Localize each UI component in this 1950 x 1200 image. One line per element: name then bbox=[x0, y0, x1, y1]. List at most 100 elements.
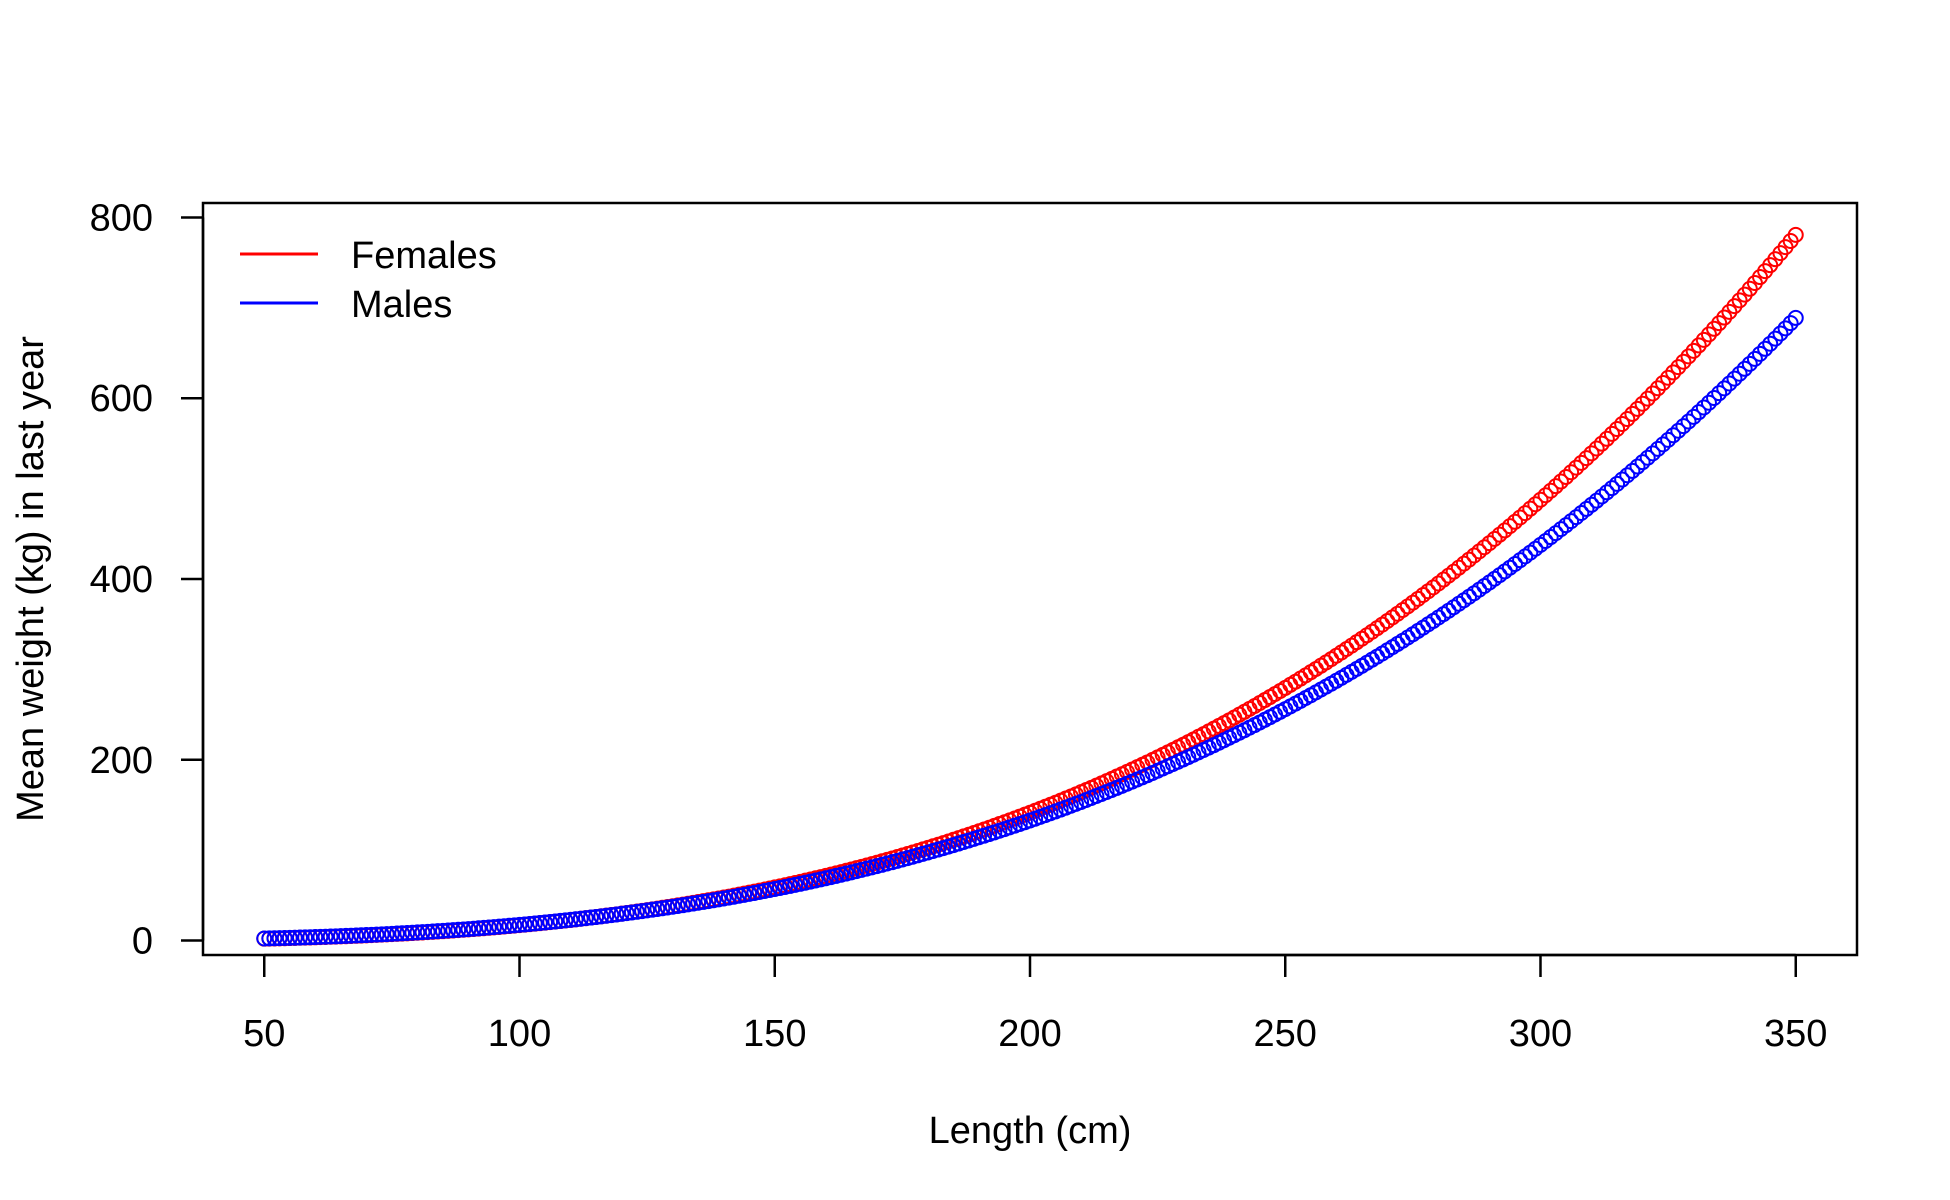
data-point bbox=[485, 919, 502, 936]
data-point bbox=[572, 910, 589, 927]
data-point bbox=[1614, 471, 1631, 488]
x-tick-label: 200 bbox=[998, 1013, 1061, 1055]
data-point bbox=[1706, 320, 1723, 337]
data-point bbox=[1711, 385, 1728, 402]
data-point bbox=[1466, 547, 1483, 564]
data-point bbox=[537, 914, 554, 931]
data-point bbox=[1486, 530, 1503, 547]
data-point bbox=[1655, 375, 1672, 392]
data-point bbox=[634, 903, 651, 920]
data-point bbox=[414, 924, 431, 941]
data-point bbox=[419, 923, 436, 940]
data-point bbox=[598, 907, 615, 924]
x-axis: 50 100 150 200 250 300 350 bbox=[243, 953, 1827, 1055]
data-point bbox=[1563, 513, 1580, 530]
data-point bbox=[363, 926, 380, 943]
data-point bbox=[1542, 482, 1559, 499]
data-point bbox=[1420, 583, 1437, 600]
data-point bbox=[353, 927, 370, 944]
data-point bbox=[348, 927, 365, 944]
series-males bbox=[256, 309, 1804, 947]
y-tick-label: 0 bbox=[132, 921, 153, 963]
data-point bbox=[1476, 539, 1493, 556]
data-point bbox=[1547, 525, 1564, 542]
data-point bbox=[1777, 320, 1794, 337]
data-point bbox=[1501, 518, 1518, 535]
data-point bbox=[1603, 480, 1620, 497]
data-point bbox=[378, 926, 395, 943]
data-point bbox=[1619, 467, 1636, 484]
data-point bbox=[669, 897, 686, 914]
data-point bbox=[475, 919, 492, 936]
data-point bbox=[1634, 395, 1651, 412]
data-point bbox=[603, 907, 620, 924]
data-point bbox=[1675, 353, 1692, 370]
data-point bbox=[317, 928, 334, 945]
data-point bbox=[1639, 449, 1656, 466]
data-point bbox=[1578, 500, 1595, 517]
data-point bbox=[1583, 445, 1600, 462]
data-point bbox=[1665, 427, 1682, 444]
y-axis-title: Mean weight (kg) in last year bbox=[10, 336, 52, 822]
data-point bbox=[1491, 526, 1508, 543]
data-point bbox=[271, 930, 288, 947]
data-point bbox=[690, 894, 707, 911]
data-point bbox=[1527, 496, 1544, 513]
x-tick-label: 100 bbox=[488, 1013, 551, 1055]
data-point bbox=[1752, 345, 1769, 362]
data-point bbox=[1552, 521, 1569, 538]
data-point bbox=[1655, 436, 1672, 453]
data-point bbox=[1573, 454, 1590, 471]
data-point bbox=[1700, 394, 1717, 411]
data-point bbox=[256, 930, 273, 947]
data-point bbox=[1660, 431, 1677, 448]
data-point bbox=[1624, 462, 1641, 479]
data-point bbox=[613, 905, 630, 922]
y-axis: 0 200 400 600 800 bbox=[90, 197, 205, 963]
data-point bbox=[1583, 496, 1600, 513]
data-point bbox=[1757, 340, 1774, 357]
data-point bbox=[1558, 468, 1575, 485]
data-point bbox=[1522, 544, 1539, 561]
data-point bbox=[297, 929, 314, 946]
data-points bbox=[256, 226, 1804, 947]
data-point bbox=[1609, 420, 1626, 437]
data-point bbox=[1552, 473, 1569, 490]
data-point bbox=[1624, 405, 1641, 422]
data-point bbox=[388, 925, 405, 942]
data-point bbox=[358, 927, 375, 944]
data-point bbox=[628, 903, 645, 920]
data-point bbox=[1532, 536, 1549, 553]
data-point bbox=[1450, 559, 1467, 576]
data-point bbox=[1721, 375, 1738, 392]
data-point bbox=[1578, 450, 1595, 467]
data-point bbox=[332, 928, 349, 945]
data-point bbox=[557, 912, 574, 929]
data-point bbox=[1522, 500, 1539, 517]
data-point bbox=[373, 926, 390, 943]
data-point bbox=[1481, 535, 1498, 552]
data-point bbox=[1695, 331, 1712, 348]
data-point bbox=[531, 914, 548, 931]
data-point bbox=[1649, 440, 1666, 457]
data-point bbox=[582, 909, 599, 926]
data-point bbox=[337, 927, 354, 944]
data-point bbox=[695, 893, 712, 910]
data-point bbox=[577, 910, 594, 927]
data-point bbox=[1609, 475, 1626, 492]
data-point bbox=[1726, 370, 1743, 387]
data-point bbox=[496, 918, 513, 935]
data-point bbox=[1277, 679, 1294, 696]
data-point bbox=[552, 912, 569, 929]
data-point bbox=[1542, 529, 1559, 546]
data-point bbox=[1706, 389, 1723, 406]
data-point bbox=[506, 917, 523, 934]
data-point bbox=[567, 911, 584, 928]
data-point bbox=[440, 922, 457, 939]
data-point bbox=[1287, 673, 1304, 690]
data-point bbox=[1619, 410, 1636, 427]
data-point bbox=[562, 911, 579, 928]
data-point bbox=[1772, 325, 1789, 342]
data-point bbox=[1593, 488, 1610, 505]
